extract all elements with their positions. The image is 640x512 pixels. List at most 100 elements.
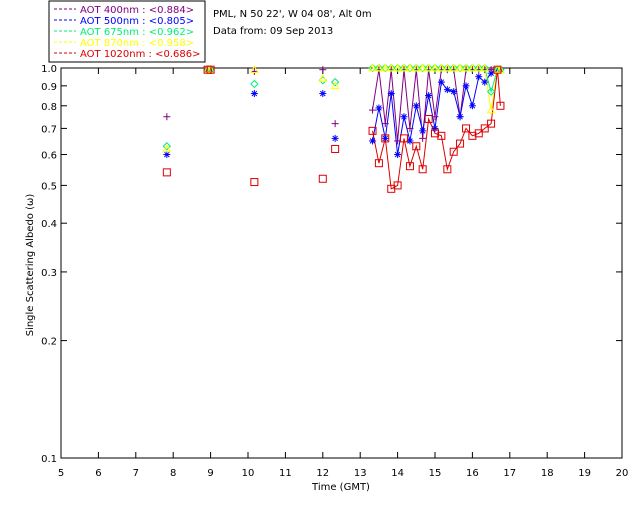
data-point-1020nm: [206, 65, 215, 74]
data-point-1020nm: [381, 134, 390, 143]
data-point-500nm: [163, 151, 171, 159]
y-tick-label: 0.7: [41, 124, 57, 135]
data-point-1020nm: [456, 139, 465, 148]
x-tick-label: 17: [503, 468, 516, 479]
data-point-870nm: [380, 63, 390, 72]
data-point-1020nm: [374, 159, 383, 168]
data-point-400nm: [319, 66, 327, 74]
y-tick-label: 0.9: [41, 82, 57, 93]
data-point-870nm: [474, 63, 484, 72]
y-tick-label: 0.8: [41, 102, 57, 113]
data-point-675nm: [399, 63, 409, 73]
data-point-500nm: [369, 137, 377, 145]
x-tick-label: 15: [429, 468, 442, 479]
data-point-500nm: [487, 69, 495, 77]
data-point-870nm: [437, 63, 446, 72]
y-tick-label: 0.2: [41, 337, 57, 348]
data-point-500nm: [387, 90, 395, 98]
data-point-870nm: [449, 63, 459, 72]
legend: AOT 400nm : <0.884>AOT 500nm : <0.805>AO…: [54, 5, 200, 60]
data-point-675nm: [461, 63, 471, 73]
y-tick-label: 0.1: [41, 454, 57, 465]
data-point-500nm: [375, 104, 383, 112]
data-point-500nm: [425, 92, 433, 100]
data-point-870nm: [480, 63, 490, 72]
data-point-1020nm: [487, 119, 496, 128]
y-tick-label: 0.6: [41, 151, 57, 162]
data-point-675nm: [387, 63, 396, 73]
data-point-500nm: [456, 113, 464, 121]
x-tick-label: 18: [541, 468, 554, 479]
data-point-1020nm: [443, 165, 452, 174]
data-point-500nm: [468, 102, 476, 110]
data-point-400nm: [419, 134, 427, 142]
data-point-1020nm: [462, 124, 471, 133]
data-point-1020nm: [493, 65, 502, 74]
data-point-675nm: [381, 63, 390, 73]
data-point-675nm: [374, 63, 384, 73]
data-point-675nm: [437, 63, 446, 73]
data-point-675nm: [424, 63, 433, 73]
plot-frame: [60, 67, 623, 459]
data-point-870nm: [374, 63, 384, 72]
data-point-870nm: [250, 65, 259, 74]
data-point-675nm: [474, 63, 483, 73]
y-tick-label: 0.4: [41, 219, 57, 230]
data-point-870nm: [486, 105, 496, 114]
legend-entry: AOT 1020nm : <0.686>: [80, 49, 200, 60]
x-tick-label: 9: [207, 468, 213, 479]
data-point-675nm: [468, 63, 477, 73]
data-point-675nm: [330, 77, 340, 87]
data-point-500nm: [331, 134, 339, 142]
data-point-870nm: [399, 63, 409, 72]
x-axis-label: Time (GMT): [311, 482, 370, 493]
data-point-1020nm: [496, 101, 505, 110]
data-point-870nm: [418, 63, 428, 72]
data-point-400nm: [394, 137, 402, 145]
chart-title-line-2: Data from: 09 Sep 2013: [213, 26, 333, 37]
data-point-400nm: [381, 120, 389, 128]
x-tick-label: 10: [242, 468, 255, 479]
data-point-675nm: [368, 63, 377, 73]
y-tick-label: 1.0: [41, 64, 57, 75]
data-point-500nm: [319, 90, 327, 98]
data-point-1020nm: [449, 147, 458, 156]
y-tick-label: 0.5: [41, 181, 57, 192]
chart-title-line-1: PML, N 50 22', W 04 08', Alt 0m: [213, 9, 372, 20]
data-point-675nm: [250, 79, 259, 89]
data-point-870nm: [162, 144, 172, 153]
data-point-870nm: [461, 63, 471, 72]
data-point-400nm: [431, 113, 439, 121]
data-point-870nm: [318, 73, 328, 82]
data-point-1020nm: [418, 165, 427, 174]
data-point-1020nm: [393, 181, 402, 190]
x-tick-label: 8: [170, 468, 176, 479]
data-point-675nm: [443, 63, 452, 73]
data-point-870nm: [405, 63, 415, 72]
data-point-1020nm: [399, 134, 408, 143]
y-tick-label: 0.3: [41, 268, 57, 279]
data-point-675nm: [418, 63, 427, 73]
series-line-500nm: [372, 69, 501, 155]
data-point-1020nm: [424, 114, 433, 123]
data-point-400nm: [331, 120, 339, 128]
data-point-675nm: [430, 63, 440, 73]
data-point-500nm: [437, 78, 445, 86]
data-point-870nm: [393, 63, 402, 72]
data-point-675nm: [455, 63, 465, 73]
data-point-675nm: [393, 63, 402, 73]
data-point-870nm: [206, 65, 215, 74]
data-point-1020nm: [162, 168, 171, 177]
data-point-1020nm: [468, 131, 477, 140]
x-tick-label: 6: [95, 468, 101, 479]
data-point-1020nm: [474, 129, 483, 138]
data-point-1020nm: [368, 126, 377, 135]
data-point-500nm: [475, 73, 483, 81]
data-point-1020nm: [480, 124, 489, 133]
data-point-400nm: [406, 124, 414, 132]
data-point-870nm: [411, 63, 421, 72]
data-point-870nm: [430, 63, 440, 72]
data-point-870nm: [424, 63, 433, 72]
data-point-500nm: [462, 82, 470, 90]
data-point-500nm: [381, 134, 389, 142]
